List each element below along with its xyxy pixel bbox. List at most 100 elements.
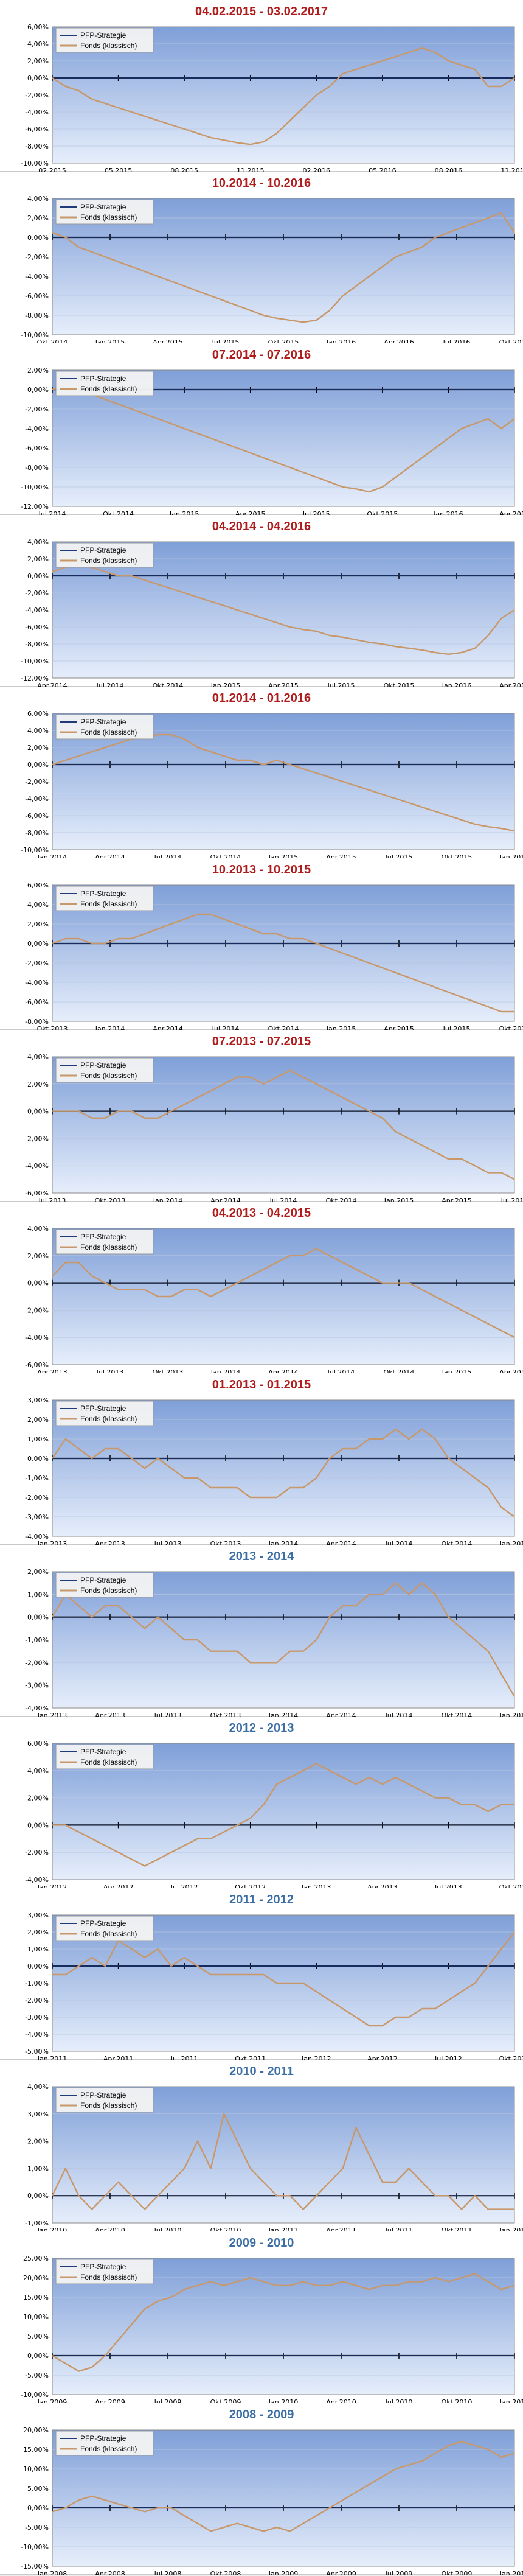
- legend-label: Fonds (klassisch): [80, 213, 137, 222]
- y-tick-label: 0,00%: [27, 2352, 49, 2360]
- x-tick-label: 08.2015: [170, 167, 198, 172]
- x-tick-label: Jul.2013: [154, 1540, 182, 1545]
- series-line-fund: [52, 2273, 515, 2372]
- legend: PFP-Strategie Fonds (klassisch): [55, 371, 154, 396]
- series-line-fund: [52, 1428, 515, 1517]
- chart-svg: 2,00%1,00%0,00%-1,00%-2,00%-3,00%-4,00%J…: [25, 1568, 523, 1717]
- x-tick-label: Jul.2013: [96, 1368, 124, 1373]
- legend-box: [55, 2087, 154, 2113]
- chart-title: 07.2013 - 07.2015: [212, 1035, 311, 1048]
- y-tick-label: 6,00%: [27, 23, 49, 31]
- y-tick-label: 6,00%: [27, 1740, 49, 1748]
- y-tick-label: -2,00%: [25, 405, 49, 413]
- legend-label: PFP-Strategie: [80, 718, 126, 726]
- chart-title: 2008 - 2009: [229, 2408, 294, 2421]
- x-tick-label: 11.2016: [500, 167, 523, 172]
- legend-label: Fonds (klassisch): [80, 1758, 137, 1766]
- y-tick-label: 4,00%: [27, 2083, 49, 2091]
- x-tick-label: Apr.2010: [326, 2398, 356, 2403]
- x-tick-label: Jan.2016: [499, 853, 523, 858]
- series-line-fund: [52, 1248, 515, 1339]
- x-tick-label: Jan.2016: [326, 338, 356, 343]
- x-tick-label: Okt.2009: [210, 2398, 241, 2403]
- x-tick-label: Jan.2012: [37, 1883, 67, 1888]
- x-tick-label: Apr.2011: [103, 2055, 134, 2060]
- y-tick-label: 0,00%: [27, 2504, 49, 2512]
- y-tick-label: 1,00%: [27, 2165, 49, 2172]
- x-tick-label: Jul.2010: [154, 2227, 182, 2231]
- y-tick-label: 0,00%: [27, 234, 49, 242]
- y-tick-label: 2,00%: [27, 1568, 49, 1576]
- series-line-fund: [51, 1582, 516, 1697]
- y-tick-label: 4,00%: [27, 1225, 49, 1233]
- chart-svg: 6,00% 4,00% 2,00% 0,00% -2,00% -4,00% -6,00% -8…: [21, 23, 523, 172]
- x-tick-label: Apr.2013: [367, 1883, 398, 1888]
- y-tick-label: -2,00%: [25, 91, 49, 99]
- y-tick-label: -5,00%: [25, 2524, 49, 2532]
- chart-title: 04.02.2015 - 03.02.2017: [195, 5, 328, 18]
- y-tick-label: 2,00%: [27, 1080, 49, 1088]
- legend-label: PFP-Strategie: [80, 889, 126, 898]
- y-tick-label: -8,00%: [25, 142, 49, 150]
- chart-svg: 4,00% 3,00% 2,00% 1,00% 0,00% -1,00%Jan.2010 A…: [25, 2083, 523, 2231]
- y-tick-label: -4,00%: [25, 273, 49, 281]
- chart-panel: 04.02.2015 - 03.02.2017 6,00% 4,00% 2,00% 0,…: [0, 0, 523, 172]
- y-tick-label: 20,00%: [23, 2426, 49, 2434]
- x-tick-label: Apr.2015: [268, 682, 299, 687]
- x-tick-label: Okt.2009: [442, 2570, 473, 2575]
- x-tick-label: Jul.2015: [212, 338, 240, 343]
- chart-svg: 3,00% 2,00% 1,00% 0,00% -1,00% -2,00% -3,00% -4…: [25, 1911, 523, 2060]
- chart-svg: 20,00% 15,00% 10,00% 5,00% 0,00% -5,00% -10,00…: [21, 2426, 523, 2575]
- legend: PFP-Strategie Fonds (klassisch): [55, 1229, 154, 1255]
- legend-label: PFP-Strategie: [80, 31, 126, 40]
- y-tick-label: 2,00%: [27, 366, 49, 374]
- x-tick-label: Jan.2009: [37, 2398, 67, 2403]
- chart-panel: 2008 - 2009 20,00% 15,00% 10,00% 5,00% 0,00% -…: [0, 2403, 523, 2575]
- x-tick-label: Apr.2015: [499, 1368, 523, 1373]
- series-line-fund: [52, 383, 515, 493]
- x-tick-label: Jan.2016: [442, 682, 471, 687]
- chart-svg: 4,00%2,00%0,00%-2,00%-4,00%-6,00%Apr.201…: [25, 1225, 523, 1373]
- x-tick-label: Jul.2012: [170, 1883, 198, 1888]
- x-tick-label: Okt.2013: [153, 1368, 184, 1373]
- series-line-fund: [52, 1069, 515, 1180]
- x-tick-label: Okt.2014: [442, 1712, 473, 1717]
- y-tick-label: 0,00%: [27, 1821, 49, 1829]
- x-tick-label: Jan.2015: [442, 1368, 471, 1373]
- x-tick-label: Okt.2013: [499, 1883, 523, 1888]
- x-tick-label: Jan.2012: [301, 2055, 331, 2060]
- y-tick-label: 10,00%: [23, 2465, 49, 2473]
- y-tick-label: -2,00%: [25, 589, 49, 597]
- y-tick-label: 2,00%: [27, 744, 49, 752]
- y-tick-label: 3,00%: [27, 2110, 49, 2118]
- x-tick-label: Jul.2010: [385, 2398, 413, 2403]
- y-tick-label: -8,00%: [25, 829, 49, 837]
- legend-label: Fonds (klassisch): [80, 41, 137, 50]
- y-tick-label: 0,00%: [27, 1108, 49, 1116]
- y-tick-label: 2,00%: [27, 1252, 49, 1260]
- legend-label: PFP-Strategie: [80, 1748, 126, 1756]
- legend-box: [55, 371, 154, 396]
- x-tick-label: Apr.2016: [499, 510, 523, 515]
- x-tick-label: Jul.2016: [443, 338, 471, 343]
- y-tick-label: 1,00%: [27, 1435, 49, 1443]
- y-tick-label: -6,00%: [25, 1361, 49, 1369]
- x-tick-label: Jul.2008: [154, 2570, 182, 2575]
- legend: PFP-Strategie Fonds (klassisch): [55, 1916, 154, 1941]
- y-tick-label: -2,00%: [25, 1659, 49, 1667]
- y-tick-label: -3,00%: [25, 1682, 49, 1690]
- y-tick-label: 0,00%: [27, 2192, 49, 2200]
- x-tick-label: Jul.2011: [385, 2227, 413, 2231]
- y-tick-label: -10,00%: [21, 159, 49, 167]
- x-tick-label: Apr.2015: [442, 1197, 472, 1202]
- y-tick-label: 20,00%: [23, 2274, 49, 2282]
- y-tick-label: -4,00%: [25, 1334, 49, 1342]
- legend-box: [55, 886, 154, 911]
- y-tick-label: -10,00%: [21, 331, 49, 339]
- x-tick-label: Okt.2014: [103, 510, 134, 515]
- x-tick-label: Apr.2015: [235, 510, 266, 515]
- legend-label: PFP-Strategie: [80, 1233, 126, 1241]
- y-tick-label: 4,00%: [27, 195, 49, 203]
- x-tick-label: Okt.2010: [442, 2398, 473, 2403]
- chart-title: 01.2013 - 01.2015: [212, 1378, 311, 1391]
